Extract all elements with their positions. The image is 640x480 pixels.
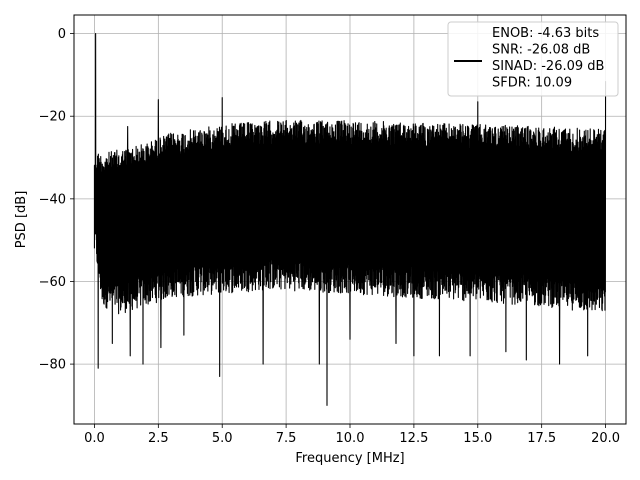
y-tick-label: −20 bbox=[39, 110, 66, 125]
y-tick-label: 0 bbox=[58, 27, 66, 42]
x-axis-label: Frequency [MHz] bbox=[295, 451, 404, 466]
x-tick-label: 2.5 bbox=[148, 431, 169, 446]
x-tick-label: 0.0 bbox=[84, 431, 105, 446]
legend-entry-text: SINAD: -26.09 dB bbox=[492, 59, 604, 74]
legend-entry-text: SNR: -26.08 dB bbox=[492, 43, 590, 58]
x-tick-label: 10.0 bbox=[336, 431, 365, 446]
legend-entry-text: ENOB: -4.63 bits bbox=[492, 26, 599, 41]
legend-box bbox=[447, 21, 619, 97]
y-axis-label: PSD [dB] bbox=[14, 191, 29, 249]
x-tick-label: 17.5 bbox=[527, 431, 556, 446]
x-tick-label: 20.0 bbox=[591, 431, 620, 446]
y-tick-label: −40 bbox=[39, 192, 66, 207]
x-tick-label: 12.5 bbox=[399, 431, 428, 446]
tick-layer: 0.0 2.5 5.0 7.5 10.0 12.5 15.0 17.5 20.0 0 −20 −40 −… bbox=[39, 27, 620, 446]
data-layer bbox=[93, 33, 607, 406]
x-tick-label: 15.0 bbox=[463, 431, 492, 446]
x-tick-label: 7.5 bbox=[276, 431, 297, 446]
psd-series-line bbox=[93, 33, 607, 406]
legend-entry-text: SFDR: 10.09 bbox=[492, 76, 572, 91]
x-tick-label: 5.0 bbox=[212, 431, 233, 446]
y-tick-label: −60 bbox=[39, 275, 66, 290]
y-tick-label: −80 bbox=[39, 358, 66, 373]
